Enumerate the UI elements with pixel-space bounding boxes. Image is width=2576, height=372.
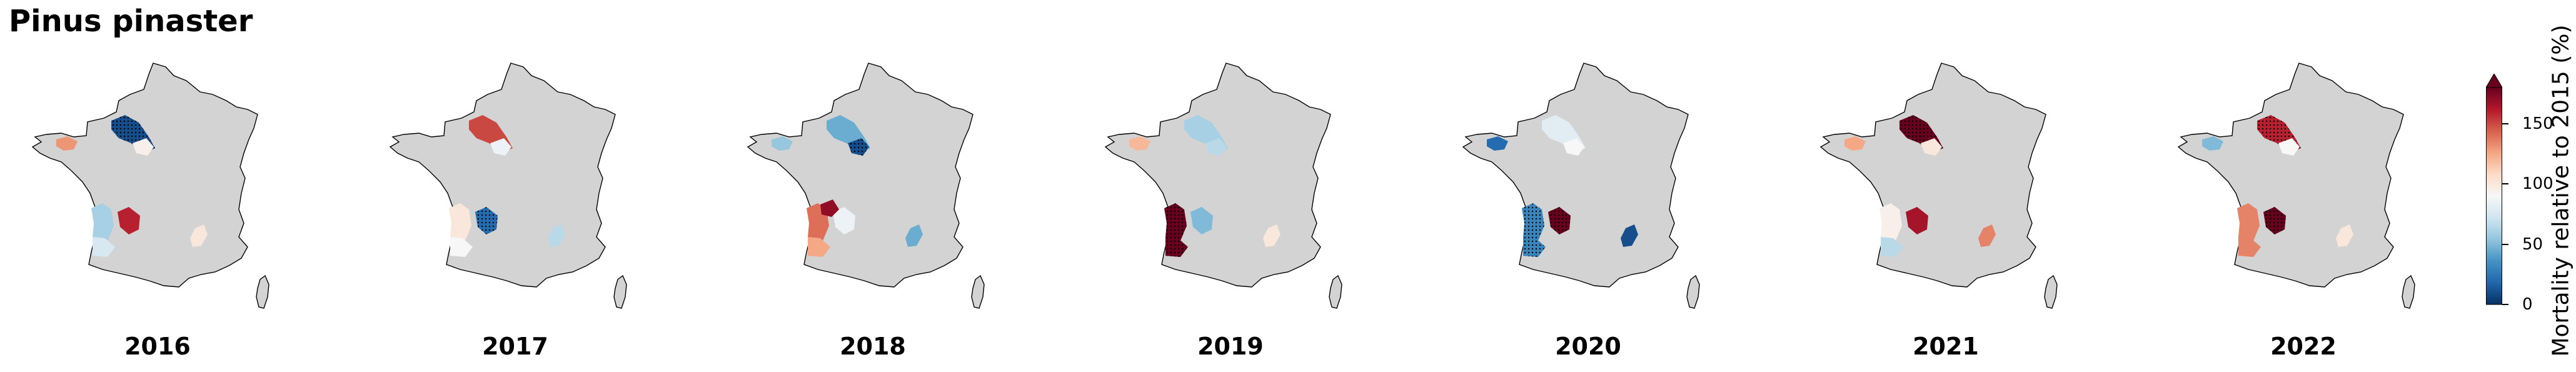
colorbar-tick-mark [2502,183,2508,185]
region-brittany [56,136,78,151]
map-panel-2020 [1456,59,1706,328]
region-center [1563,138,1584,156]
colorbar [2486,74,2502,305]
colorbar-label: Mortality relative to 2015 (%) [2548,24,2574,357]
region-southwest_inner [833,207,855,234]
region-southeast [905,224,923,247]
region-southwest_inner-hatch [475,207,498,234]
region-landes_north [2237,203,2260,246]
france-outline [2177,63,2404,288]
map-panel-2019 [1098,59,1348,328]
map-panel-2022 [2171,59,2421,328]
corsica-outline [1686,274,1700,309]
map-panel-2017 [383,59,633,328]
region-southwest_inner-hatch [1548,207,1571,234]
map-panel-2018 [740,59,990,328]
region-southeast [548,224,565,247]
region-southeast [1263,224,1280,247]
region-east_center [820,199,839,217]
france-map [1819,63,2058,309]
france-map [1104,63,1342,309]
region-center [1921,138,1942,156]
year-label: 2018 [840,333,906,360]
year-label: 2022 [2270,333,2337,360]
region-center [490,138,511,156]
colorbar-tick-mark [2502,304,2508,305]
france-map [31,63,269,309]
france-outline [31,63,258,288]
region-brittany [2202,136,2223,151]
region-landes_south-hatch [1165,237,1188,257]
year-label: 2019 [1197,333,1264,360]
region-southwest_inner [1190,207,1213,234]
region-landes_north [449,203,471,246]
region-southeast [2336,224,2353,247]
year-label: 2020 [1555,333,1621,360]
region-southeast [1621,224,1638,247]
year-label: 2016 [124,333,191,360]
colorbar-tick-mark [2502,123,2508,124]
region-landes_north [91,203,114,246]
colorbar-tick-label: 100 [2522,174,2553,194]
france-outline [389,63,616,288]
region-southwest_inner [1906,207,1928,234]
colorbar-tick-label: 150 [2522,114,2553,133]
region-brittany [772,136,793,151]
colorbar-tick-label: 0 [2522,295,2533,314]
region-center [2278,138,2300,156]
year-label: 2021 [1913,333,1979,360]
figure-title: Pinus pinaster [9,4,253,39]
corsica-outline [613,274,627,309]
france-outline [1819,63,2046,288]
region-landes_south [450,237,473,257]
region-landes_south [1881,237,1903,257]
france-outline [747,63,974,288]
region-center [1205,138,1227,156]
colorbar-gradient [2486,87,2502,305]
corsica-outline [2402,274,2415,309]
region-center [133,138,154,156]
colorbar-extend-arrow [2486,74,2502,88]
corsica-outline [971,274,985,309]
france-map [389,63,627,309]
france-map [2177,63,2415,309]
france-map [1462,63,1700,309]
region-landes_south [93,237,115,257]
region-brittany [1129,136,1150,151]
region-southwest_inner [118,207,140,234]
france-map [747,63,985,309]
france-outline [1104,63,1331,288]
region-landes_north [1879,203,1902,246]
colorbar-tick-mark [2502,243,2508,245]
year-label: 2017 [482,333,548,360]
region-brittany [1844,136,1866,151]
map-panel-2021 [1813,59,2063,328]
map-panel-2016 [25,59,275,328]
region-landes_south [2238,237,2261,257]
france-outline [1462,63,1689,288]
corsica-outline [1329,274,1342,309]
region-landes_north-hatch [1522,203,1544,246]
region-landes_north-hatch [1164,203,1187,246]
region-southwest_inner-hatch [2263,207,2286,234]
region-southeast [1978,224,1996,247]
region-center-hatch [848,138,869,156]
region-landes_south [808,237,830,257]
corsica-outline [256,274,269,309]
region-southeast [190,224,208,247]
colorbar-tick-label: 50 [2522,234,2543,254]
region-brittany [1487,136,1508,151]
region-landes_south-hatch [1523,237,1546,257]
corsica-outline [2044,274,2058,309]
